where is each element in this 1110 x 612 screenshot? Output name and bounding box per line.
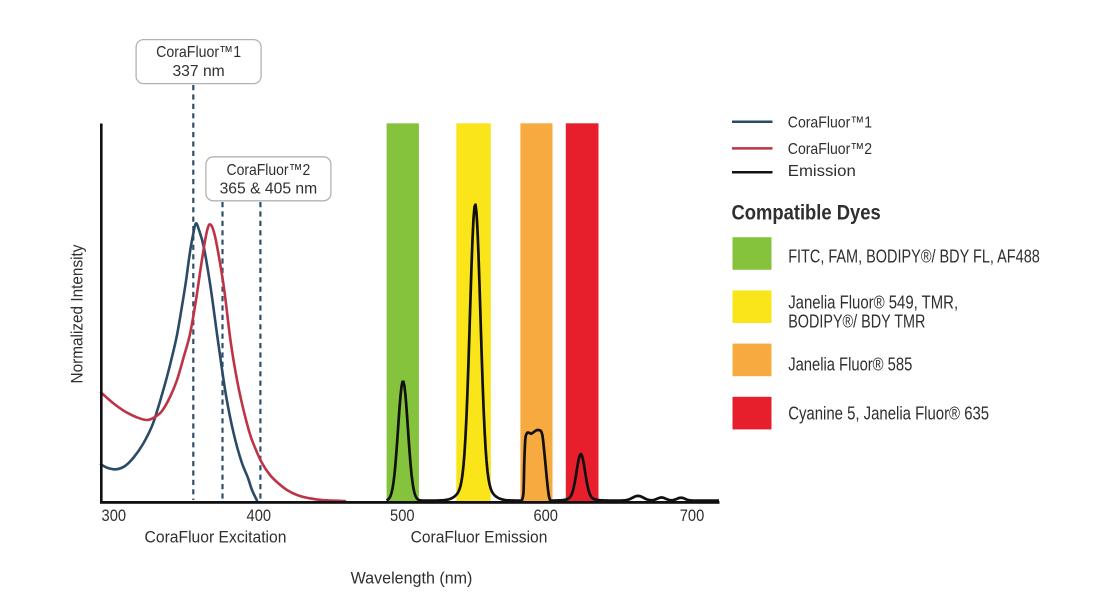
svg-text:FITC, FAM, BODIPY®/ BDY FL, AF: FITC, FAM, BODIPY®/ BDY FL, AF488 (788, 245, 1040, 266)
svg-text:CoraFluor™1: CoraFluor™1 (156, 44, 241, 61)
svg-text:CoraFluor Excitation: CoraFluor Excitation (145, 528, 287, 547)
svg-text:600: 600 (533, 507, 558, 525)
svg-text:365 & 405 nm: 365 & 405 nm (220, 180, 318, 197)
svg-text:CoraFluor™1: CoraFluor™1 (788, 115, 872, 132)
svg-text:CoraFluor Emission: CoraFluor Emission (411, 528, 548, 547)
svg-text:337 nm: 337 nm (172, 63, 224, 80)
svg-text:Cyanine 5, Janelia Fluor® 635: Cyanine 5, Janelia Fluor® 635 (788, 403, 989, 424)
svg-text:CoraFluor™2: CoraFluor™2 (227, 162, 311, 179)
svg-text:Janelia Fluor® 549, TMR,: Janelia Fluor® 549, TMR, (788, 292, 958, 313)
svg-text:Normalized Intensity: Normalized Intensity (68, 244, 87, 383)
svg-text:400: 400 (247, 507, 272, 525)
svg-text:300: 300 (102, 507, 127, 525)
svg-text:Wavelength (nm): Wavelength (nm) (351, 568, 473, 587)
svg-text:CoraFluor™2: CoraFluor™2 (788, 141, 872, 158)
svg-text:Emission: Emission (788, 163, 856, 180)
svg-text:500: 500 (390, 507, 415, 525)
svg-text:700: 700 (680, 507, 705, 525)
svg-text:BODIPY®/ BDY TMR: BODIPY®/ BDY TMR (788, 311, 925, 332)
svg-text:Compatible Dyes: Compatible Dyes (732, 201, 881, 225)
svg-text:Janelia Fluor® 585: Janelia Fluor® 585 (788, 353, 912, 374)
